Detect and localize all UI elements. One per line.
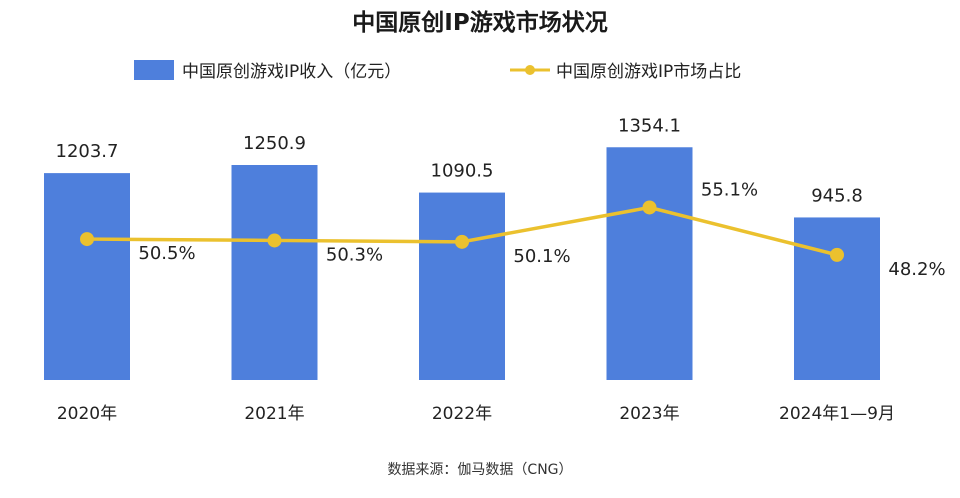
line-value-label: 48.2%	[888, 259, 945, 280]
x-tick-label: 2024年1—9月	[779, 404, 895, 424]
bar	[44, 173, 130, 380]
line-point	[80, 232, 94, 247]
bar-value-label: 1090.5	[431, 161, 494, 182]
line-point	[830, 247, 844, 262]
x-tick-label: 2021年	[244, 404, 304, 424]
line-value-label: 50.3%	[326, 244, 383, 265]
legend: 中国原创游戏IP收入（亿元） 中国原创游戏IP市场占比	[134, 60, 741, 82]
bar-series	[44, 147, 880, 380]
bar-value-label: 945.8	[811, 185, 863, 206]
legend-bar-swatch	[134, 60, 174, 80]
x-tick-label: 2023年	[619, 404, 679, 424]
line-value-label: 50.1%	[513, 246, 570, 267]
bar	[419, 192, 505, 380]
line-point	[455, 234, 469, 249]
legend-line-label: 中国原创游戏IP市场占比	[556, 62, 741, 82]
bar	[606, 147, 693, 380]
bar	[794, 217, 880, 380]
bar-value-label: 1203.7	[56, 141, 119, 162]
legend-bar-label: 中国原创游戏IP收入（亿元）	[182, 62, 401, 82]
bar	[231, 165, 318, 380]
source-note: 数据来源：伽马数据（CNG）	[387, 462, 572, 478]
line-series	[80, 200, 844, 262]
line-point	[642, 200, 657, 215]
line-point	[267, 233, 282, 248]
bar-value-label: 1354.1	[618, 115, 681, 136]
legend-line-marker	[525, 65, 535, 75]
line-value-label: 50.5%	[138, 243, 195, 264]
chart-title: 中国原创IP游戏市场状况	[352, 9, 607, 36]
line-value-labels: 50.5% 50.3% 50.1% 55.1% 48.2%	[138, 179, 945, 279]
line-value-label: 55.1%	[701, 179, 758, 200]
bar-value-label: 1250.9	[243, 133, 306, 154]
x-tick-label: 2020年	[57, 404, 117, 424]
x-axis-labels: 2020年 2021年 2022年 2023年 2024年1—9月	[57, 404, 895, 424]
bar-value-labels: 1203.7 1250.9 1090.5 1354.1 945.8	[56, 115, 863, 206]
x-tick-label: 2022年	[432, 404, 492, 424]
